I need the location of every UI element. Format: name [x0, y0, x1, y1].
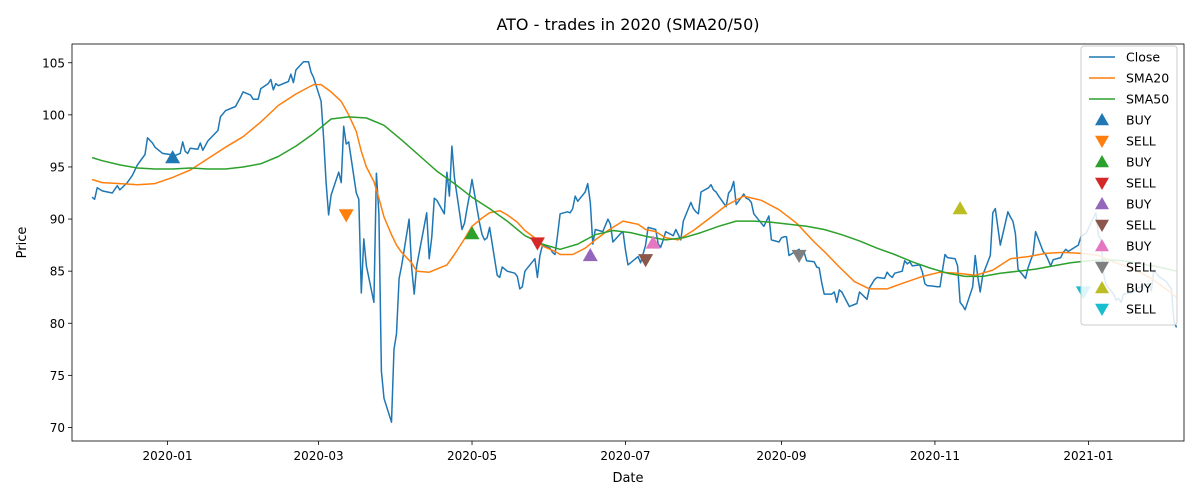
legend-label: SMA50 — [1126, 92, 1169, 107]
legend-label: BUY — [1126, 239, 1152, 254]
trade-marker-buy — [952, 201, 968, 215]
trade-marker-sell — [529, 237, 545, 251]
trade-marker-buy — [165, 150, 181, 164]
trade-marker-sell — [338, 209, 354, 223]
y-tick-label: 75 — [50, 369, 65, 383]
x-tick-label: 2020-05 — [447, 449, 497, 463]
series-line-close — [91, 60, 1178, 423]
series-group — [91, 60, 1178, 423]
legend-marker-swatch — [1095, 281, 1109, 294]
y-tick-label: 105 — [42, 56, 65, 70]
legend-marker-swatch — [1095, 261, 1109, 274]
legend-label: SELL — [1126, 134, 1156, 149]
x-tick-label: 2020-09 — [756, 449, 806, 463]
series-line-sma20 — [91, 83, 1177, 298]
y-tick-label: 80 — [50, 317, 65, 331]
x-tick-label: 2020-01 — [143, 449, 193, 463]
chart-title: ATO - trades in 2020 (SMA20/50) — [496, 15, 759, 34]
trade-marker-buy — [645, 235, 661, 249]
legend-marker-swatch — [1095, 135, 1109, 148]
x-axis-label: Date — [612, 471, 643, 486]
y-axis-ticks: 70 75 80 85 90 95 100 105 — [42, 56, 72, 435]
legend-marker-swatch — [1095, 197, 1109, 210]
trade-marker-sell — [791, 249, 807, 264]
legend-label: BUY — [1126, 155, 1152, 170]
legend-marker-swatch — [1095, 219, 1109, 232]
legend-label: BUY — [1126, 197, 1152, 212]
legend-marker-swatch — [1095, 113, 1109, 126]
plot-frame — [71, 43, 1185, 442]
legend-label: SELL — [1126, 176, 1156, 191]
y-tick-label: 95 — [50, 160, 65, 174]
y-axis-label: Price — [15, 227, 30, 259]
legend-label: SELL — [1126, 218, 1156, 233]
legend-marker-swatch — [1095, 155, 1109, 168]
legend-marker-swatch — [1095, 303, 1109, 316]
legend-label: Close — [1126, 50, 1160, 65]
y-tick-label: 85 — [50, 265, 65, 279]
trade-marker-buy — [582, 248, 598, 262]
legend-label: SELL — [1126, 260, 1156, 275]
legend-label: BUY — [1126, 281, 1152, 296]
y-tick-label: 90 — [50, 213, 65, 227]
x-axis-ticks: 2020-01 2020-03 2020-05 2020-07 2020-09 2020-… — [143, 441, 1113, 463]
legend-label: BUY — [1126, 113, 1152, 128]
x-tick-label: 2020-03 — [293, 449, 343, 463]
legend-marker-swatch — [1095, 239, 1109, 252]
series-line-sma50 — [91, 116, 1177, 278]
x-tick-label: 2021-01 — [1063, 449, 1113, 463]
legend-box — [1080, 45, 1178, 326]
trade-marker-sell — [638, 254, 654, 268]
trade-marker-buy — [464, 226, 480, 240]
legend-label: SMA20 — [1126, 71, 1169, 86]
y-tick-label: 70 — [50, 421, 65, 435]
x-tick-label: 2020-07 — [600, 449, 650, 463]
legend: Close SMA20 SMA50 BUY SELL BUY SELL BUY SELL BUY S… — [1080, 45, 1178, 326]
y-tick-label: 100 — [42, 108, 65, 122]
legend-marker-swatch — [1095, 177, 1109, 190]
x-tick-label: 2020-11 — [910, 449, 960, 463]
legend-label: SELL — [1126, 302, 1156, 317]
